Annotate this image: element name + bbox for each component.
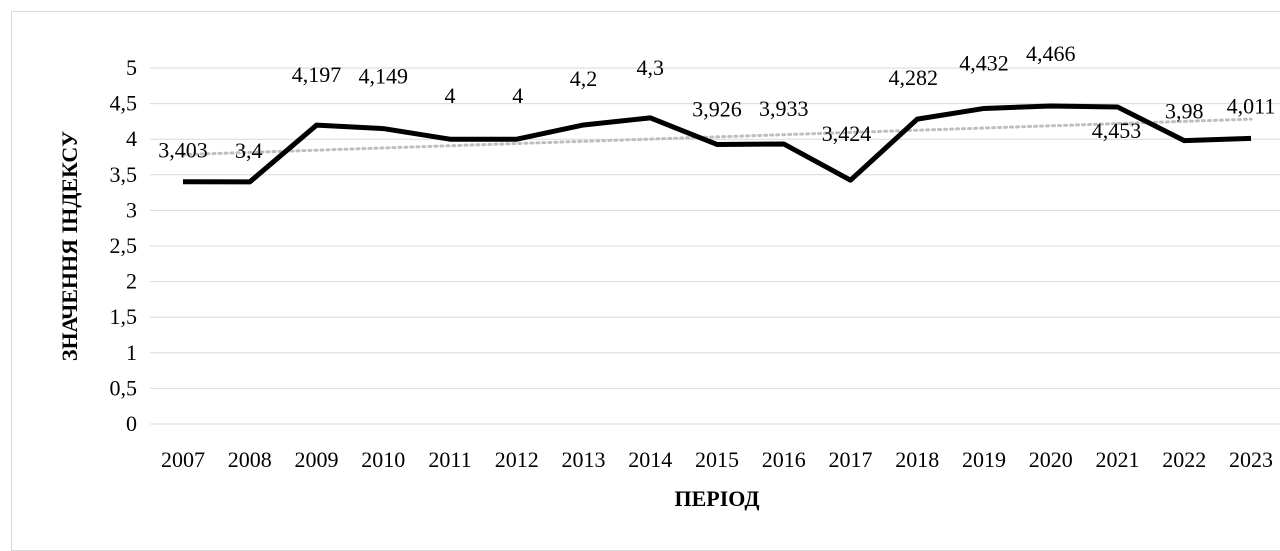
data-label: 4,2 xyxy=(570,66,598,91)
data-label: 4,282 xyxy=(889,65,939,90)
data-label: 4,3 xyxy=(637,55,665,80)
x-tick-label: 2023 xyxy=(1229,447,1273,472)
x-tick-label: 2012 xyxy=(495,447,539,472)
x-tick-label: 2009 xyxy=(295,447,339,472)
data-label: 4,197 xyxy=(292,62,342,87)
data-label: 4,011 xyxy=(1227,93,1276,118)
x-tick-label: 2015 xyxy=(695,447,739,472)
data-label: 4,149 xyxy=(359,64,409,89)
y-tick-label: 2,5 xyxy=(110,233,138,258)
data-label: 4 xyxy=(512,83,523,108)
trendline xyxy=(181,117,1253,157)
y-tick-label: 0,5 xyxy=(110,375,138,400)
x-tick-label: 2007 xyxy=(161,447,205,472)
series-line xyxy=(182,103,1252,185)
data-label: 3,98 xyxy=(1165,99,1204,124)
data-label: 4,466 xyxy=(1026,41,1076,66)
y-tick-label: 4 xyxy=(126,126,137,151)
y-tick-label: 3 xyxy=(126,197,137,222)
y-tick-label: 4,5 xyxy=(110,91,138,116)
data-label: 4,432 xyxy=(959,50,1009,75)
x-tick-label: 2013 xyxy=(562,447,606,472)
y-axis-title: ЗНАЧЕННЯ ІНДЕКСУ xyxy=(57,131,82,361)
y-axis-ticks: 0 0,5 1 1,5 2 2,5 3 3,5 4 4,5 5 xyxy=(110,55,138,436)
chart-frame xyxy=(11,11,1280,551)
x-tick-label: 2020 xyxy=(1029,447,1073,472)
y-tick-label: 3,5 xyxy=(110,162,138,187)
y-tick-label: 1 xyxy=(126,340,137,365)
x-tick-label: 2017 xyxy=(829,447,873,472)
x-axis-ticks: 2007 2008 2009 2010 2011 2012 2013 2014 2015 2016… xyxy=(161,447,1273,472)
x-tick-label: 2021 xyxy=(1096,447,1140,472)
gridlines xyxy=(150,67,1280,425)
data-label: 3,424 xyxy=(822,121,872,146)
y-tick-label: 5 xyxy=(126,55,137,80)
trendline-path xyxy=(181,117,1253,157)
data-label: 4,453 xyxy=(1092,118,1142,143)
data-label: 3,4 xyxy=(235,138,263,163)
x-tick-label: 2022 xyxy=(1162,447,1206,472)
data-label: 4 xyxy=(445,83,456,108)
x-axis-title: ПЕРІОД xyxy=(675,486,760,511)
x-tick-label: 2010 xyxy=(361,447,405,472)
data-label: 3,403 xyxy=(158,138,208,163)
x-tick-label: 2014 xyxy=(628,447,672,472)
x-tick-label: 2008 xyxy=(228,447,272,472)
y-tick-label: 1,5 xyxy=(110,304,138,329)
x-tick-label: 2019 xyxy=(962,447,1006,472)
x-tick-label: 2011 xyxy=(428,447,471,472)
y-tick-label: 2 xyxy=(126,269,137,294)
data-labels: 3,403 3,4 4,197 4,149 4 4 4,2 4,3 3,926 3,933 3,42… xyxy=(158,41,1275,163)
x-tick-label: 2016 xyxy=(762,447,806,472)
y-tick-label: 0 xyxy=(126,411,137,436)
series xyxy=(182,103,1252,185)
data-label: 3,933 xyxy=(759,96,809,121)
x-tick-label: 2018 xyxy=(895,447,939,472)
data-label: 3,926 xyxy=(692,96,742,121)
